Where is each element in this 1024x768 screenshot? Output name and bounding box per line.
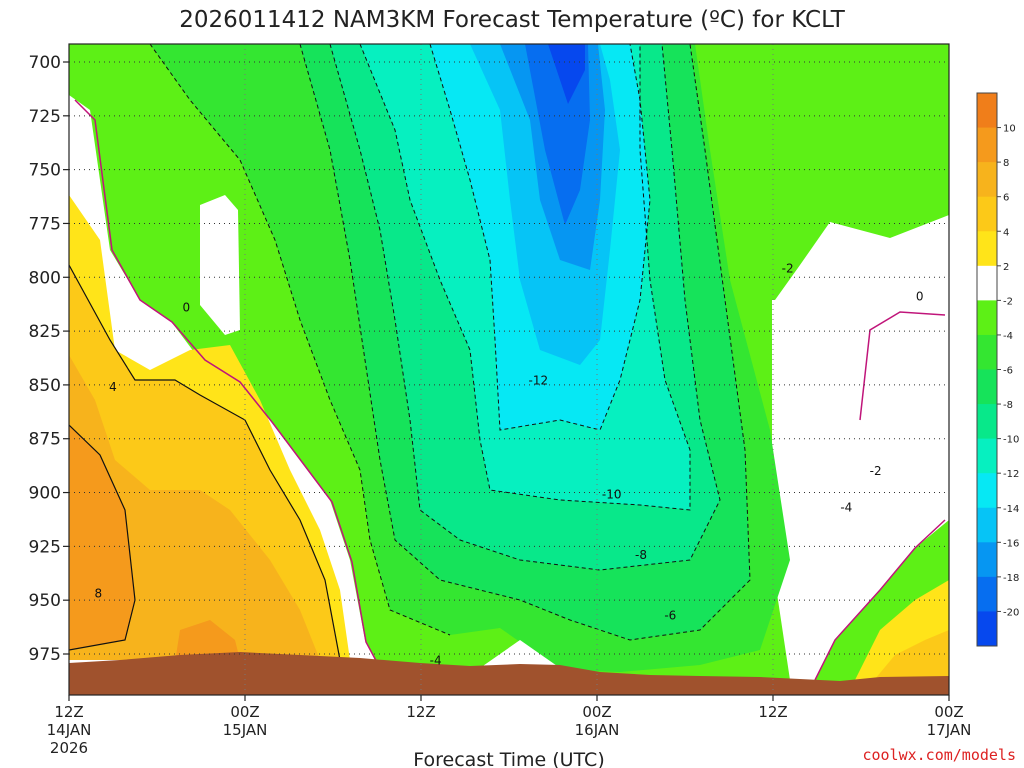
fill-white-left-upper (200, 195, 240, 335)
fill-blue-20-22 (548, 44, 585, 104)
y-tick-label-5: 825 (29, 322, 61, 342)
contour-label-6: -8 (635, 548, 647, 562)
colorbar-band-13 (977, 542, 997, 578)
colorbar-band-6 (977, 300, 997, 336)
contour-labels: 0 4 8 -4 -12 -10 -8 -6 -2 -2 -4 0 (95, 262, 924, 668)
x-tick-label-3: 00Z (582, 703, 611, 721)
colorbar-band-14 (977, 576, 997, 612)
contour-label-3: -4 (430, 653, 442, 667)
contour-line-minus12 (429, 44, 651, 431)
y-axis: 700 725 750 775 800 825 850 875 900 925 950 975 (29, 53, 69, 665)
plot-frame (68, 43, 950, 696)
colorbar-label-2: 6 (1003, 193, 1009, 204)
credit-text: coolwx.com/models (862, 746, 1016, 764)
x-tick-date-5: 17JAN (927, 721, 972, 739)
terrain-fill (69, 652, 949, 695)
contour-label-5: -10 (602, 488, 622, 502)
y-tick-label-6: 850 (29, 376, 61, 396)
fill-orange-right (870, 630, 949, 690)
chart-title: 2026011412 NAM3KM Forecast Temperature (… (179, 7, 846, 33)
colorbar-band-1 (977, 127, 997, 163)
colorbar-band-5 (977, 265, 997, 301)
contour-line-8-left (69, 424, 136, 651)
fill-orange-pocket (175, 620, 240, 662)
colorbar-band-2 (977, 162, 997, 198)
x-tick-label-5: 00Z (934, 703, 963, 721)
contour-label-2: 8 (95, 587, 103, 601)
colorbar-label-11: -14 (1003, 504, 1019, 515)
y-tick-label-3: 775 (29, 214, 61, 234)
colorbar-label-3: 4 (1003, 227, 1009, 238)
contour-lines (69, 44, 946, 681)
y-tick-label-1: 725 (29, 107, 61, 127)
colorbar-band-8 (977, 369, 997, 405)
colorbar-label-12: -16 (1003, 538, 1019, 549)
colorbar-label-6: -4 (1003, 331, 1013, 342)
contour-line-4-left (69, 264, 341, 661)
contour-line-0-right-loop (859, 311, 946, 421)
contour-line-0-left (74, 99, 381, 669)
colorbar-label-4: 2 (1003, 262, 1009, 273)
colorbar-label-10: -12 (1003, 469, 1019, 480)
contour-label-0: 0 (183, 300, 191, 314)
contour-line-minus8 (359, 44, 691, 511)
y-tick-label-10: 950 (29, 591, 61, 611)
x-tick-label-1: 00Z (230, 703, 259, 721)
contour-label-4: -12 (529, 374, 549, 388)
fill-orange-left-8-10 (69, 425, 135, 650)
y-tick-label-4: 800 (29, 268, 61, 288)
x-tick-label-0: 12Z (54, 703, 83, 721)
x-tick-label-4: 12Z (758, 703, 787, 721)
y-tick-label-8: 900 (29, 484, 61, 504)
grid-lines (69, 44, 949, 695)
contour-fill-layers (69, 44, 949, 695)
contour-label-1: 4 (109, 380, 117, 394)
colorbar-band-11 (977, 473, 997, 509)
colorbar-band-0 (977, 93, 997, 129)
contour-label-9: -2 (870, 464, 882, 478)
y-tick-label-9: 925 (29, 537, 61, 557)
colorbar-label-8: -8 (1003, 400, 1013, 411)
contour-line-minus2 (149, 44, 451, 636)
colorbar-band-12 (977, 507, 997, 543)
y-tick-label-7: 875 (29, 430, 61, 450)
colorbar-band-3 (977, 196, 997, 232)
x-tick-label-2: 12Z (406, 703, 435, 721)
colorbar-band-4 (977, 231, 997, 267)
x-tick-date-0: 14JAN (47, 721, 92, 739)
contour-label-7: -6 (664, 608, 676, 622)
colorbar-label-1: 8 (1003, 158, 1009, 169)
y-tick-label-2: 750 (29, 161, 61, 181)
x-tick-year-0: 2026 (50, 739, 88, 757)
contour-line-0-right (814, 519, 946, 681)
contour-line-minus4 (299, 44, 751, 641)
y-tick-label-11: 975 (29, 645, 61, 665)
x-tick-date-1: 15JAN (223, 721, 268, 739)
colorbar-label-5: -2 (1003, 296, 1013, 307)
colorbar-label-9: -10 (1003, 435, 1019, 446)
colorbar-band-15 (977, 611, 997, 647)
colorbar-label-7: -6 (1003, 366, 1013, 377)
colorbar: 10 8 6 4 2 -2 -4 -6 -8 -10 -12 -14 -16 -18 -20 (976, 92, 1019, 647)
contour-label-8: -2 (782, 262, 794, 276)
colorbar-label-0: 10 (1003, 124, 1016, 135)
contour-line-minus6 (329, 44, 721, 571)
x-tick-date-3: 16JAN (575, 721, 620, 739)
x-axis-label: Forecast Time (UTC) (413, 749, 604, 768)
colorbar-band-9 (977, 404, 997, 440)
colorbar-label-13: -18 (1003, 573, 1019, 584)
colorbar-band-7 (977, 334, 997, 370)
contour-label-11: 0 (916, 290, 924, 304)
y-tick-label-0: 700 (29, 53, 61, 73)
contour-label-10: -4 (840, 501, 852, 515)
colorbar-band-10 (977, 438, 997, 474)
colorbar-label-14: -20 (1003, 607, 1019, 618)
